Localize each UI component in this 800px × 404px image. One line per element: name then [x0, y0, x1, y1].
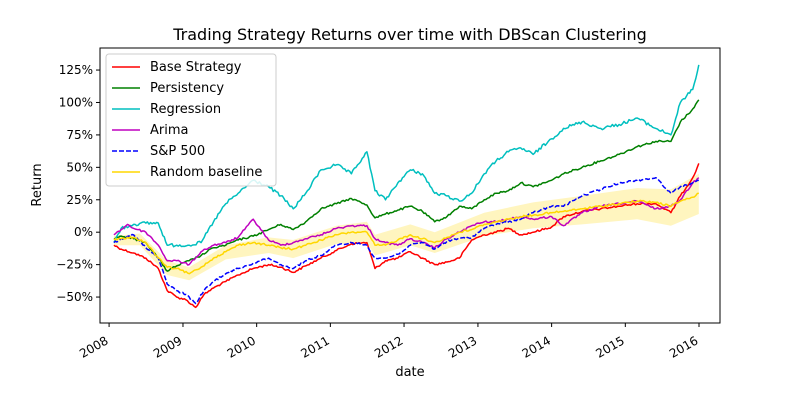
series-line-regression [113, 64, 700, 248]
x-axis-label: date [395, 365, 424, 380]
y-tick-label: 100% [59, 95, 93, 109]
legend-box [105, 53, 277, 187]
series-line-persistency [113, 99, 700, 272]
x-tick-label: 2016 [667, 333, 700, 360]
x-tick-label: 2008 [77, 333, 110, 360]
confidence-band-0 [113, 173, 699, 281]
legend-label: S&P 500 [150, 144, 205, 159]
plot-area [113, 64, 700, 309]
x-tick-label: 2012 [372, 333, 405, 360]
legend-label: Random baseline [150, 165, 262, 180]
x-tick-label: 2011 [298, 333, 331, 360]
y-tick-label: −50% [56, 290, 93, 304]
y-axis: −50% −25% 0% 25% 50% 75% 100% 125% [56, 63, 100, 304]
legend-label: Regression [150, 102, 221, 117]
legend-label: Persistency [150, 81, 224, 96]
legend: Base Strategy Persistency Regression Arima S… [105, 53, 277, 187]
legend-label: Arima [150, 123, 188, 138]
chart-title: Trading Strategy Returns over time with … [172, 25, 647, 44]
series-line-s-p-500 [113, 176, 699, 305]
y-tick-label: 125% [59, 63, 93, 77]
legend-label: Base Strategy [150, 60, 242, 75]
y-tick-label: 75% [66, 128, 93, 142]
x-tick-label: 2014 [520, 333, 553, 360]
x-tick-label: 2015 [593, 333, 626, 360]
y-axis-label: Return [30, 163, 45, 206]
x-axis: 2008 2009 2010 2011 2012 2013 2014 2015 2016 [77, 323, 701, 361]
series-line-base-strategy [113, 163, 700, 309]
x-tick-label: 2013 [446, 333, 479, 360]
x-tick-label: 2009 [151, 333, 184, 360]
y-tick-label: 0% [74, 225, 93, 239]
y-tick-label: 50% [66, 160, 93, 174]
y-tick-label: 25% [66, 193, 93, 207]
x-tick-label: 2010 [225, 333, 258, 360]
plot-frame [99, 47, 721, 324]
series-line-random-baseline [113, 192, 699, 275]
y-tick-label: −25% [56, 258, 93, 272]
